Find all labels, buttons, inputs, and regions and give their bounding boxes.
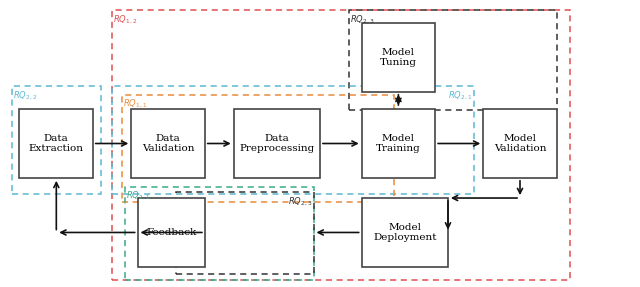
Text: Model
Validation: Model Validation xyxy=(493,134,547,153)
Text: Model
Deployment: Model Deployment xyxy=(373,223,436,242)
Text: Model
Training: Model Training xyxy=(376,134,420,153)
Text: Data
Preprocessing: Data Preprocessing xyxy=(239,134,314,153)
Text: RQ$_{1,1}$: RQ$_{1,1}$ xyxy=(123,98,147,110)
Bar xyxy=(122,95,394,202)
Text: Data
Validation: Data Validation xyxy=(141,134,195,153)
Bar xyxy=(131,109,205,178)
Bar xyxy=(483,109,557,178)
Bar xyxy=(362,198,448,267)
Text: RQ$_{2,1}$: RQ$_{2,1}$ xyxy=(126,190,150,202)
Bar xyxy=(125,187,314,280)
Text: RQ$_{2,2}$: RQ$_{2,2}$ xyxy=(13,90,37,102)
Bar xyxy=(138,198,205,267)
Text: RQ$_{2,3}$: RQ$_{2,3}$ xyxy=(288,196,312,208)
Bar xyxy=(176,192,314,274)
Bar xyxy=(112,86,474,194)
Text: RQ$_{2,1}$: RQ$_{2,1}$ xyxy=(448,90,472,102)
Text: Feedback: Feedback xyxy=(146,228,196,237)
Bar xyxy=(12,86,101,194)
Bar xyxy=(19,109,93,178)
Text: RQ$_{2,3}$: RQ$_{2,3}$ xyxy=(350,13,374,26)
Text: RQ$_{1,2}$: RQ$_{1,2}$ xyxy=(113,13,138,26)
Bar xyxy=(112,10,570,280)
Text: Data
Extraction: Data Extraction xyxy=(29,134,83,153)
Bar xyxy=(362,109,435,178)
Text: Model
Tuning: Model Tuning xyxy=(380,48,417,67)
Bar xyxy=(349,10,557,110)
Bar xyxy=(234,109,320,178)
Bar xyxy=(362,23,435,92)
